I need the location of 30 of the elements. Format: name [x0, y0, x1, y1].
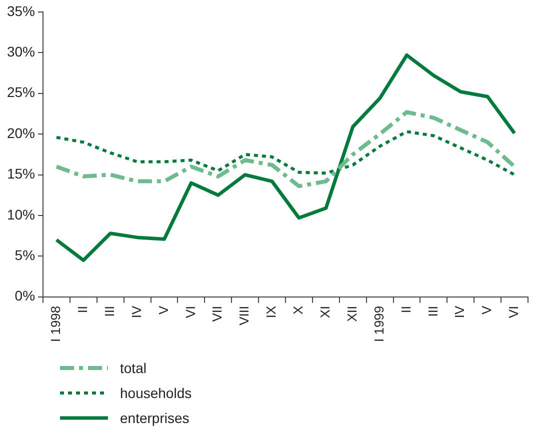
- legend-label: enterprises: [120, 410, 190, 426]
- x-tick-label: X: [290, 306, 306, 315]
- x-tick-label: II: [398, 306, 414, 314]
- x-tick-label: IV: [452, 306, 468, 318]
- y-tick-label: 35%: [6, 2, 36, 19]
- x-tick-label: VI: [182, 306, 198, 318]
- y-tick-label: 10%: [6, 206, 36, 222]
- y-tick-label: 5%: [14, 247, 36, 264]
- x-tick-label: III: [425, 306, 440, 317]
- x-tick-label: IV: [128, 306, 144, 318]
- x-tick-label: I 1998: [48, 306, 64, 342]
- x-tick-label: IX: [264, 306, 279, 318]
- x-tick-label: XII: [344, 306, 360, 322]
- x-tick-label: XI: [318, 306, 333, 318]
- line-series: [54, 110, 517, 188]
- y-tick-label: 0%: [14, 288, 36, 304]
- y-tick-label: 25%: [6, 84, 36, 100]
- x-tick-label: VII: [210, 306, 225, 322]
- x-tick-label: II: [75, 306, 90, 314]
- x-tick-label: V: [156, 306, 171, 315]
- legend-label: households: [120, 384, 192, 400]
- x-tick-label: III: [102, 306, 117, 317]
- x-tick-label: VIII: [236, 306, 252, 326]
- y-tick-label: 15%: [6, 166, 36, 182]
- y-tick-label: 20%: [6, 124, 36, 141]
- x-tick-label: V: [479, 306, 494, 315]
- legend-label: total: [120, 360, 146, 376]
- x-tick-label: VI: [506, 306, 522, 318]
- y-tick-label: 30%: [6, 44, 36, 60]
- x-tick-label: I 1999: [371, 306, 386, 342]
